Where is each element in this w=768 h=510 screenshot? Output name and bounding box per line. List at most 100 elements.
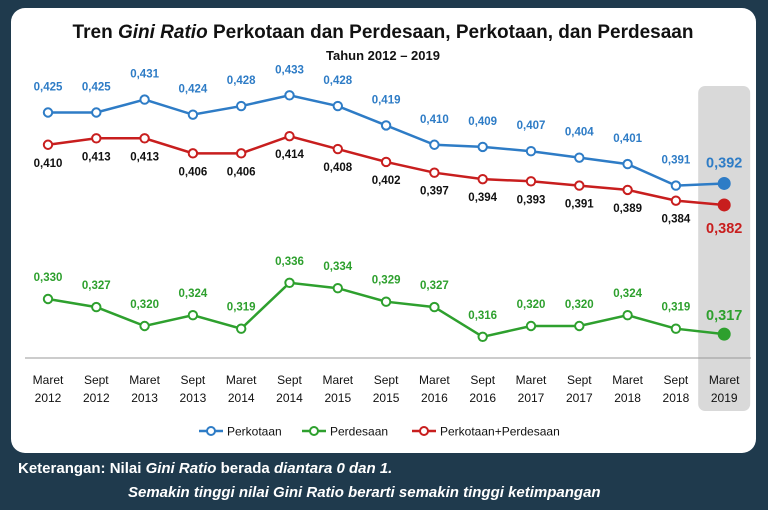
series-0-label-12: 0,401 xyxy=(613,133,642,145)
chart-subtitle: Tahun 2012 – 2019 xyxy=(326,48,440,63)
legend-marker-2 xyxy=(419,426,429,436)
series-1-label-1: 0,327 xyxy=(82,280,111,292)
series-1-label-10: 0,320 xyxy=(517,299,546,311)
series-0-label-4: 0,428 xyxy=(227,75,256,87)
x-tick-label-1-top: Sept xyxy=(84,373,109,387)
series-0-point-3 xyxy=(187,109,199,120)
footer-line1-italic: Gini Ratio xyxy=(145,460,217,477)
series-2-label-4: 0,406 xyxy=(227,166,256,178)
series-1-label-0: 0,330 xyxy=(34,272,63,284)
series-1-point-5 xyxy=(284,277,295,288)
series-1-label-8: 0,327 xyxy=(420,280,449,292)
footer-line1-mid: berada xyxy=(220,460,270,477)
series-0-point-7 xyxy=(380,120,392,131)
x-tick-label-14-bottom: 2019 xyxy=(711,391,738,405)
highlight-band xyxy=(698,86,751,411)
series-0-label-13: 0,391 xyxy=(662,155,691,167)
series-1-label-13: 0,319 xyxy=(662,302,691,314)
series-1-point-6 xyxy=(332,283,343,294)
series-2-label-1: 0,413 xyxy=(82,151,111,163)
series-1-point-14 xyxy=(717,327,731,341)
series-1-label-5: 0,336 xyxy=(275,256,304,268)
series-0-label-14: 0,392 xyxy=(706,155,742,171)
series-0-point-12 xyxy=(622,158,633,170)
legend-label-2: Perkotaan+Perdesaan xyxy=(440,425,560,439)
series-0-point-6 xyxy=(332,100,343,112)
series-0-point-14 xyxy=(717,176,731,190)
series-2-point-11 xyxy=(574,180,585,191)
series-0-label-11: 0,404 xyxy=(565,127,594,139)
legend-label-1: Perdesaan xyxy=(330,425,388,439)
series-1-point-12 xyxy=(622,310,633,321)
series-1-label-12: 0,324 xyxy=(613,288,642,300)
x-tick-label-12-top: Maret xyxy=(612,373,643,387)
x-tick-label-4-bottom: 2014 xyxy=(228,391,255,405)
series-2-point-13 xyxy=(670,195,682,206)
series-1-point-2 xyxy=(139,320,150,332)
series-2-label-8: 0,397 xyxy=(420,186,449,198)
series-1-point-1 xyxy=(91,301,102,313)
series-0-label-9: 0,409 xyxy=(468,116,497,128)
footer-line-1: Keterangan: Nilai Gini Ratio berada dian… xyxy=(18,460,392,477)
series-0-point-13 xyxy=(670,180,682,191)
series-0-label-3: 0,424 xyxy=(179,84,208,96)
series-2-point-4 xyxy=(236,148,247,159)
series-2-label-6: 0,408 xyxy=(323,162,352,174)
series-2-label-10: 0,393 xyxy=(517,194,546,206)
series-0-label-10: 0,407 xyxy=(517,120,546,132)
series-2-label-7: 0,402 xyxy=(372,175,401,187)
series-1-point-13 xyxy=(670,323,682,334)
series-2-label-3: 0,406 xyxy=(179,166,208,178)
series-2-point-3 xyxy=(187,148,199,159)
series-2-label-2: 0,413 xyxy=(130,151,159,163)
x-tick-label-8-bottom: 2016 xyxy=(421,391,448,405)
series-0-point-10 xyxy=(525,146,537,157)
series-1-label-2: 0,320 xyxy=(130,299,159,311)
series-1-point-4 xyxy=(236,323,247,334)
x-tick-label-7-top: Sept xyxy=(374,373,399,387)
series-1-point-7 xyxy=(380,296,392,307)
series-1-point-10 xyxy=(525,320,537,332)
x-tick-label-2-top: Maret xyxy=(129,373,160,387)
series-0-label-1: 0,425 xyxy=(82,82,111,94)
series-2-label-0: 0,410 xyxy=(34,158,63,170)
series-1-label-7: 0,329 xyxy=(372,275,401,287)
series-0-point-9 xyxy=(477,141,488,153)
series-2-point-9 xyxy=(477,173,488,185)
footer-line-2: Semakin tinggi nilai Gini Ratio berarti … xyxy=(128,484,601,501)
x-tick-label-8-top: Maret xyxy=(419,373,450,387)
series-2-point-7 xyxy=(380,156,392,168)
series-2-label-13: 0,384 xyxy=(662,214,691,226)
series-2-point-5 xyxy=(284,130,295,142)
series-2-label-5: 0,414 xyxy=(275,149,304,161)
series-0-label-8: 0,410 xyxy=(420,114,449,126)
series-1-label-9: 0,316 xyxy=(468,310,497,322)
x-tick-label-9-top: Sept xyxy=(470,373,495,387)
series-1-label-4: 0,319 xyxy=(227,302,256,314)
series-1-point-0 xyxy=(42,293,54,305)
series-1-point-3 xyxy=(187,310,199,321)
footer-line1-italic2: diantara 0 dan 1. xyxy=(273,460,393,477)
series-2-label-12: 0,389 xyxy=(613,203,642,215)
series-0-point-5 xyxy=(284,90,295,101)
legend-label-0: Perkotaan xyxy=(227,425,282,439)
title-suffix: Perkotaan dan Perdesaan, Perkotaan, dan … xyxy=(213,22,693,43)
x-tick-label-2-bottom: 2013 xyxy=(131,391,158,405)
series-0-point-1 xyxy=(91,107,102,118)
x-tick-label-12-bottom: 2018 xyxy=(614,391,641,405)
x-tick-label-10-top: Maret xyxy=(516,373,547,387)
series-2-point-12 xyxy=(622,184,633,196)
x-tick-label-0-top: Maret xyxy=(33,373,64,387)
x-tick-label-6-bottom: 2015 xyxy=(324,391,351,405)
series-0-point-8 xyxy=(429,139,440,150)
x-tick-label-6-top: Maret xyxy=(322,373,353,387)
series-1-label-14: 0,317 xyxy=(706,308,742,324)
gini-ratio-chart: Tren Gini Ratio Perkotaan dan Perdesaan,… xyxy=(25,22,751,439)
series-2-point-14 xyxy=(717,198,731,212)
series-1-point-9 xyxy=(477,331,488,342)
series-0-label-7: 0,419 xyxy=(372,94,401,106)
x-tick-label-3-top: Sept xyxy=(181,373,206,387)
x-tick-label-11-bottom: 2017 xyxy=(566,391,593,405)
x-tick-label-11-top: Sept xyxy=(567,373,592,387)
series-1-point-11 xyxy=(574,320,585,332)
